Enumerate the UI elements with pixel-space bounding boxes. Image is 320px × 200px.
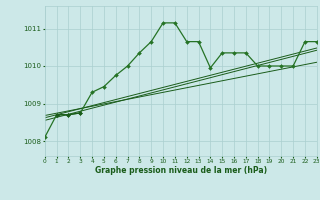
X-axis label: Graphe pression niveau de la mer (hPa): Graphe pression niveau de la mer (hPa) [95, 166, 267, 175]
